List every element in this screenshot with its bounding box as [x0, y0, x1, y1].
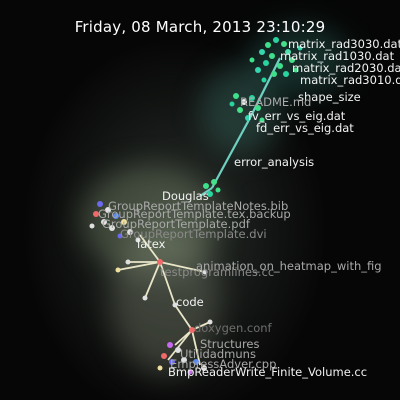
- branch-latex: [139, 234, 161, 263]
- label-empress-adver: EmpressAdver.cpp: [170, 357, 277, 371]
- label-fd-err: fd_err_vs_eig.dat: [256, 121, 354, 135]
- timestamp: Friday, 08 March, 2013 23:10:29: [74, 18, 326, 36]
- label-latex: latex: [137, 237, 166, 251]
- node-cluster-latex: [89, 201, 141, 243]
- label-doxygen: doxygen.conf: [194, 321, 272, 335]
- label-notes-bib: GroupReportTemplateNotes.bib: [108, 199, 289, 213]
- label-shape-size: shape_size: [298, 90, 361, 104]
- label-fv-err: fv_err_vs_eig.dat: [248, 109, 346, 123]
- label-matrix-rad3010: matrix_rad3010.dat: [300, 73, 400, 87]
- label-bmpreader: BmpReaderWrite_Finite_Volume.cc: [168, 365, 368, 379]
- label-testprogram: testprogramlines.cc: [160, 265, 275, 279]
- code-branch-lines: [117, 234, 211, 366]
- label-tex-backup: GroupReportTemplate.tex.backup: [98, 207, 291, 221]
- label-readme: README.md: [240, 95, 312, 109]
- node-cluster-code: [115, 259, 213, 333]
- label-template-dvi: GroupReportTemplate.dvi: [120, 227, 267, 241]
- label-utilidadmuns: Utilidadmuns: [180, 347, 256, 361]
- node-cluster-error-analysis: [229, 93, 265, 123]
- label-error-analysis: error_analysis: [234, 155, 315, 169]
- branch-code: [159, 261, 176, 306]
- branch-error-analysis: [211, 117, 251, 189]
- label-matrix-rad1030: matrix_rad1030.dat: [280, 49, 395, 63]
- label-animation-heatmap: animation_on_heatmap_with_fig: [196, 259, 382, 273]
- label-matrix-rad3030: matrix_rad3030.dat: [288, 37, 400, 51]
- label-code: code: [176, 295, 204, 309]
- branch-root-link: [199, 187, 213, 197]
- node-cluster-structures: [157, 342, 207, 375]
- label-douglas: Douglas: [162, 189, 209, 203]
- node-cluster-douglas: [203, 179, 221, 197]
- label-matrix-rad2030: matrix_rad2030.dat: [292, 61, 400, 75]
- node-cluster-data-files: [249, 37, 303, 83]
- label-template-pdf: GroupReportTemplate.pdf: [102, 217, 250, 231]
- label-structures: Structures: [200, 337, 260, 351]
